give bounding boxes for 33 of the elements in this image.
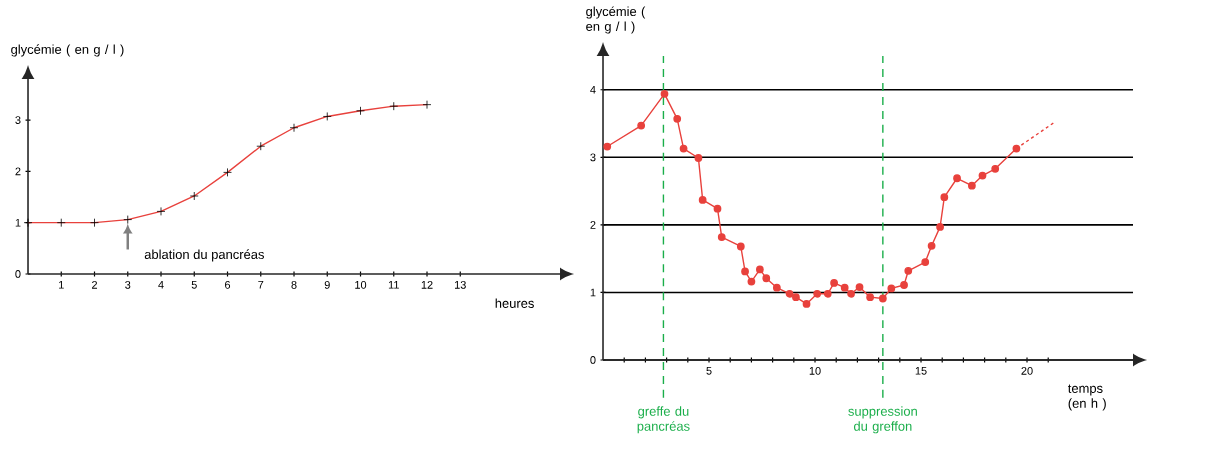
x-tick-label: 8 bbox=[291, 281, 297, 289]
y-tick-label: 2 bbox=[590, 221, 596, 229]
ref-line-label: suppression du greffon bbox=[848, 406, 917, 434]
ref-line-label: greffe du pancréas bbox=[637, 406, 690, 434]
y-tick-label: 3 bbox=[590, 153, 596, 162]
x-tick-label: 4 bbox=[158, 281, 164, 289]
x-tick-label: 2 bbox=[92, 281, 98, 289]
x-tick-label: 7 bbox=[258, 281, 264, 289]
y-tick-label: 2 bbox=[15, 167, 21, 176]
x-axis-title: temps (en h ) bbox=[1067, 384, 1106, 411]
x-tick-label: 15 bbox=[915, 367, 927, 375]
x-tick-label: 10 bbox=[809, 367, 821, 375]
y-tick-label: 0 bbox=[590, 356, 596, 364]
x-tick-label: 12 bbox=[421, 281, 433, 289]
y-tick-label: 3 bbox=[15, 116, 21, 124]
y-tick-label: 0 bbox=[15, 270, 21, 278]
y-tick-label: 4 bbox=[590, 86, 596, 94]
y-tick-label: 1 bbox=[590, 288, 596, 297]
x-tick-label: 11 bbox=[388, 281, 399, 289]
x-tick-label: 20 bbox=[1021, 367, 1033, 375]
x-tick-label: 5 bbox=[191, 281, 197, 289]
x-tick-label: 13 bbox=[455, 281, 466, 289]
annotation: ablation du pancréas bbox=[144, 249, 264, 262]
x-tick-label: 3 bbox=[125, 281, 131, 289]
x-tick-label: 1 bbox=[59, 281, 64, 289]
y-tick-label: 1 bbox=[15, 218, 21, 227]
y-axis-title: glycémie ( en g / l ) bbox=[11, 44, 124, 57]
x-tick-label: 9 bbox=[324, 281, 330, 289]
x-tick-label: 10 bbox=[355, 281, 367, 289]
x-tick-label: 5 bbox=[706, 367, 712, 375]
y-axis-title: glycémie ( en g / l ) bbox=[586, 6, 646, 34]
x-axis-title: heures bbox=[495, 298, 534, 308]
x-tick-label: 6 bbox=[225, 281, 231, 289]
